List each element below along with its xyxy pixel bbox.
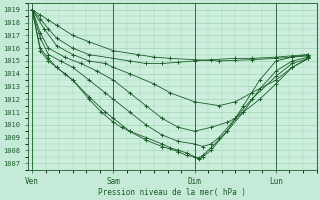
X-axis label: Pression niveau de la mer( hPa ): Pression niveau de la mer( hPa ) <box>98 188 246 197</box>
